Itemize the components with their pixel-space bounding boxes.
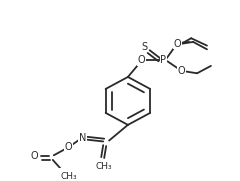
Text: S: S xyxy=(142,42,148,52)
Text: O: O xyxy=(177,66,185,76)
Text: O: O xyxy=(65,142,72,152)
Text: N: N xyxy=(79,133,86,143)
Text: CH₃: CH₃ xyxy=(60,172,77,181)
Text: O: O xyxy=(138,55,145,65)
Text: CH₃: CH₃ xyxy=(96,162,113,171)
Text: P: P xyxy=(161,55,167,65)
Text: O: O xyxy=(30,151,38,161)
Text: O: O xyxy=(174,39,181,49)
